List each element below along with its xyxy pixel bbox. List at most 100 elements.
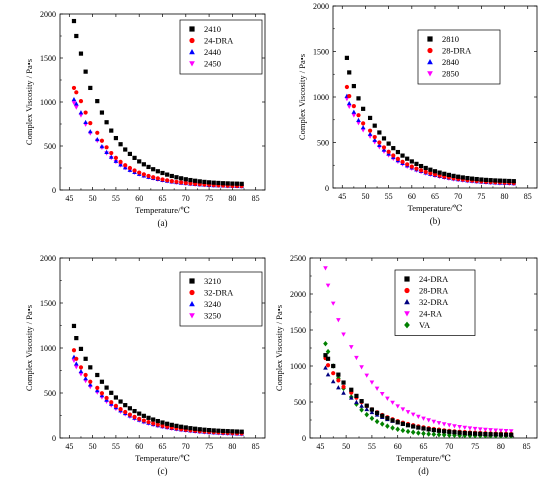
x-tick-label: 45	[338, 192, 346, 201]
data-point	[359, 365, 364, 370]
data-point	[442, 429, 447, 434]
data-point	[323, 365, 328, 370]
data-point	[132, 414, 137, 419]
data-point	[374, 418, 380, 425]
data-point	[151, 421, 156, 426]
data-point	[239, 181, 244, 186]
data-point	[206, 180, 212, 185]
data-point	[446, 172, 452, 177]
data-point	[479, 177, 484, 182]
data-point	[325, 372, 331, 377]
x-tick-label: 50	[342, 442, 350, 451]
data-point	[108, 154, 114, 159]
data-point	[113, 403, 119, 408]
x-tick-label: 80	[497, 442, 505, 451]
data-point	[347, 93, 352, 99]
data-point	[502, 178, 507, 183]
data-point	[174, 423, 179, 428]
y-tick-label: 1500	[40, 299, 56, 308]
data-point	[367, 131, 373, 136]
data-point	[151, 417, 156, 422]
legend-marker	[189, 301, 195, 307]
data-point	[123, 163, 128, 168]
chart-panel-1: 45 50 55 60 65 70 75 80 85 0 500 1000 1500 2000 Temper…	[24, 10, 266, 228]
x-tick-label: 80	[228, 442, 236, 451]
x-axis-label: Temperature/℃	[135, 453, 190, 463]
data-point	[359, 403, 364, 408]
data-point	[183, 180, 188, 186]
data-point	[467, 431, 473, 436]
data-point	[498, 428, 504, 433]
data-point	[488, 178, 493, 183]
data-point	[118, 142, 123, 147]
data-point	[405, 423, 411, 428]
data-point	[211, 428, 216, 433]
data-point	[99, 379, 105, 384]
data-point	[151, 167, 156, 172]
data-point	[509, 432, 514, 437]
data-point	[390, 425, 395, 431]
y-tick-label: 0	[52, 186, 56, 195]
y-tick-label: 2000	[40, 10, 56, 19]
data-point	[483, 427, 488, 432]
data-point	[234, 181, 240, 186]
data-point	[220, 181, 226, 186]
legend-marker	[427, 59, 433, 65]
data-point	[179, 180, 184, 185]
legend-marker	[427, 36, 433, 42]
data-point	[356, 121, 361, 126]
data-point	[323, 266, 328, 271]
data-point	[109, 150, 114, 156]
x-axis-label: Temperature/℃	[396, 453, 451, 463]
data-points	[71, 18, 245, 189]
data-point	[351, 109, 357, 114]
data-point	[331, 371, 336, 376]
data-point	[405, 162, 410, 167]
data-point	[364, 373, 370, 378]
data-point	[503, 429, 509, 434]
data-point	[87, 382, 93, 387]
x-tick-label: 60	[394, 442, 402, 451]
legend-entry: 24-DRA	[419, 274, 449, 284]
data-point	[183, 177, 188, 182]
data-point	[132, 155, 137, 160]
data-point	[428, 167, 433, 172]
data-point	[457, 432, 462, 438]
data-point	[83, 376, 88, 381]
data-point	[169, 173, 174, 179]
data-point	[336, 372, 341, 377]
data-point	[118, 399, 123, 404]
data-point	[146, 415, 151, 420]
data-point	[336, 378, 341, 383]
data-point	[193, 178, 198, 183]
legend-marker	[189, 289, 195, 296]
data-point	[325, 363, 331, 368]
panel-label: (b)	[430, 216, 441, 226]
x-tick-label: 75	[471, 442, 479, 451]
data-point	[395, 156, 401, 161]
data-point	[409, 164, 414, 169]
data-point	[381, 136, 387, 141]
data-point	[441, 432, 447, 438]
y-tick-label: 500	[317, 139, 329, 148]
data-point	[359, 407, 364, 413]
data-point	[360, 125, 366, 130]
data-point	[123, 403, 128, 408]
data-point	[94, 388, 100, 393]
x-tick-label: 60	[135, 194, 143, 203]
data-point	[73, 105, 79, 110]
legend-marker	[189, 278, 195, 284]
data-point	[155, 176, 160, 181]
data-point	[71, 96, 77, 102]
data-point	[369, 415, 375, 422]
data-point	[405, 428, 411, 435]
legend-entry: 3240	[204, 299, 221, 309]
data-point	[71, 18, 77, 24]
x-tick-label: 55	[112, 442, 120, 451]
data-point	[423, 165, 428, 171]
data-point	[391, 146, 396, 151]
data-point	[379, 392, 385, 397]
legend-entry: 28-DRA	[442, 46, 472, 56]
data-point	[141, 162, 146, 167]
